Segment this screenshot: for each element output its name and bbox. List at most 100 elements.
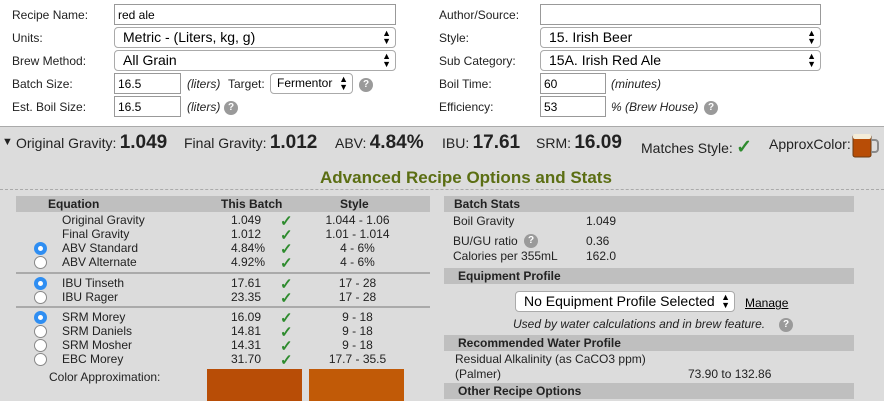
equation-radio[interactable] xyxy=(34,291,47,304)
boil-size-input[interactable] xyxy=(114,96,181,117)
bugu-label: BU/GU ratio xyxy=(453,234,518,248)
ibu-stat: IBU: 17.61 xyxy=(442,132,520,154)
subcat-value: 15A. Irish Red Ale xyxy=(549,52,662,68)
equation-radio[interactable] xyxy=(34,353,47,366)
efficiency-input[interactable] xyxy=(540,96,606,117)
equipment-note: Used by water calculations and in brew f… xyxy=(513,317,766,331)
subcat-select[interactable]: 15A. Irish Red Ale ▲ ▼ xyxy=(540,50,821,71)
help-icon[interactable]: ? xyxy=(779,318,793,332)
select-arrows-icon: ▲ ▼ xyxy=(807,28,816,46)
equation-name: SRM Morey xyxy=(62,310,126,324)
palmer-label: (Palmer) xyxy=(455,367,502,381)
approx-color-label: ApproxColor: xyxy=(769,136,851,152)
col-equation: Equation xyxy=(48,197,100,211)
this-batch-value: 1.012 xyxy=(231,227,262,241)
equation-name: SRM Daniels xyxy=(62,324,133,338)
style-range: 17 - 28 xyxy=(338,276,377,290)
boil-gravity-value: 1.049 xyxy=(586,214,617,228)
units-select-value: Metric - (Liters, kg, g) xyxy=(123,29,256,45)
srm-value: 16.09 xyxy=(574,132,622,153)
equation-radio[interactable] xyxy=(34,311,47,324)
group-divider xyxy=(16,272,430,274)
target-label: Target: xyxy=(228,77,265,91)
help-icon[interactable]: ? xyxy=(704,101,718,115)
this-batch-value: 14.31 xyxy=(231,338,262,352)
color-swatch-style xyxy=(309,369,404,401)
style-range: 17.7 - 35.5 xyxy=(328,352,387,366)
this-batch-value: 4.84% xyxy=(231,241,266,255)
equation-name: ABV Standard xyxy=(62,241,139,255)
help-icon[interactable]: ? xyxy=(524,234,538,248)
batch-size-unit: (liters) xyxy=(187,77,221,91)
brew-method-label: Brew Method: xyxy=(12,54,87,68)
recipe-name-input[interactable] xyxy=(114,4,396,25)
target-select[interactable]: Fermentor ▲ ▼ xyxy=(270,73,353,94)
checkmark-icon: ✓ xyxy=(280,324,293,341)
water-header: Recommended Water Profile xyxy=(444,335,854,351)
equation-radio[interactable] xyxy=(34,256,47,269)
this-batch-value: 4.92% xyxy=(231,255,266,269)
equation-name: SRM Mosher xyxy=(62,338,133,352)
ibu-label: IBU: xyxy=(442,135,470,151)
fg-stat: Final Gravity: 1.012 xyxy=(184,132,317,154)
this-batch-value: 14.81 xyxy=(231,324,262,338)
beer-mug-icon xyxy=(852,134,879,158)
col-style: Style xyxy=(340,197,369,211)
residual-range: 73.90 to 132.86 xyxy=(688,367,772,381)
equipment-header: Equipment Profile xyxy=(444,268,854,284)
select-arrows-icon: ▲ ▼ xyxy=(807,51,816,69)
abv-value: 4.84% xyxy=(369,132,424,153)
manage-link[interactable]: Manage xyxy=(745,296,789,310)
approx-color: ApproxColor: xyxy=(769,136,851,152)
this-batch-value: 1.049 xyxy=(231,213,262,227)
batch-stats-header: Batch Stats xyxy=(444,196,854,212)
style-select[interactable]: 15. Irish Beer ▲ ▼ xyxy=(540,27,821,48)
equation-name: IBU Tinseth xyxy=(62,276,125,290)
efficiency-unit: % (Brew House) xyxy=(611,100,699,114)
color-approx-label: Color Approximation: xyxy=(49,370,161,384)
select-arrows-icon: ▲ ▼ xyxy=(721,292,730,310)
checkmark-icon: ✓ xyxy=(280,310,293,327)
equation-radio[interactable] xyxy=(34,325,47,338)
help-icon[interactable]: ? xyxy=(359,78,373,92)
batch-size-input[interactable] xyxy=(114,73,181,94)
this-batch-value: 31.70 xyxy=(231,352,262,366)
collapse-triangle-icon[interactable]: ▼ xyxy=(2,136,13,148)
checkmark-icon: ✓ xyxy=(280,352,293,369)
this-batch-value: 23.35 xyxy=(231,290,262,304)
equation-name: Original Gravity xyxy=(62,213,145,227)
checkmark-icon: ✓ xyxy=(736,137,753,158)
equation-header: Equation This Batch Style xyxy=(16,196,430,212)
matches-style: Matches Style: ✓ xyxy=(641,136,752,159)
equation-radio[interactable] xyxy=(34,242,47,255)
col-this-batch: This Batch xyxy=(221,197,283,211)
advanced-title: Advanced Recipe Options and Stats xyxy=(320,168,612,187)
select-arrows-icon: ▲ ▼ xyxy=(339,74,348,92)
brew-method-select[interactable]: All Grain ▲ ▼ xyxy=(114,50,396,71)
equation-radio[interactable] xyxy=(34,277,47,290)
equipment-value: No Equipment Profile Selected xyxy=(524,293,715,309)
style-range: 4 - 6% xyxy=(340,241,375,255)
author-input[interactable] xyxy=(540,4,821,25)
select-arrows-icon: ▲ ▼ xyxy=(382,28,391,46)
color-swatch-batch xyxy=(207,369,302,401)
abv-stat: ABV: 4.84% xyxy=(335,132,424,154)
equation-radio[interactable] xyxy=(34,339,47,352)
style-label: Style: xyxy=(439,31,470,45)
help-icon[interactable]: ? xyxy=(224,101,238,115)
boil-size-unit: (liters) xyxy=(187,100,221,114)
this-batch-value: 17.61 xyxy=(231,276,262,290)
divider xyxy=(0,189,884,190)
fg-value: 1.012 xyxy=(269,132,318,153)
checkmark-icon: ✓ xyxy=(280,227,293,244)
equipment-select[interactable]: No Equipment Profile Selected ▲ ▼ xyxy=(515,291,735,312)
style-range: 1.044 - 1.06 xyxy=(325,213,390,227)
checkmark-icon: ✓ xyxy=(280,213,293,230)
stats-panel xyxy=(0,126,884,401)
style-range: 1.01 - 1.014 xyxy=(325,227,390,241)
style-range: 4 - 6% xyxy=(340,255,375,269)
boil-time-input[interactable] xyxy=(540,73,606,94)
select-arrows-icon: ▲ ▼ xyxy=(382,51,391,69)
units-select[interactable]: Metric - (Liters, kg, g) ▲ ▼ xyxy=(114,27,396,48)
equation-name: IBU Rager xyxy=(62,290,119,304)
